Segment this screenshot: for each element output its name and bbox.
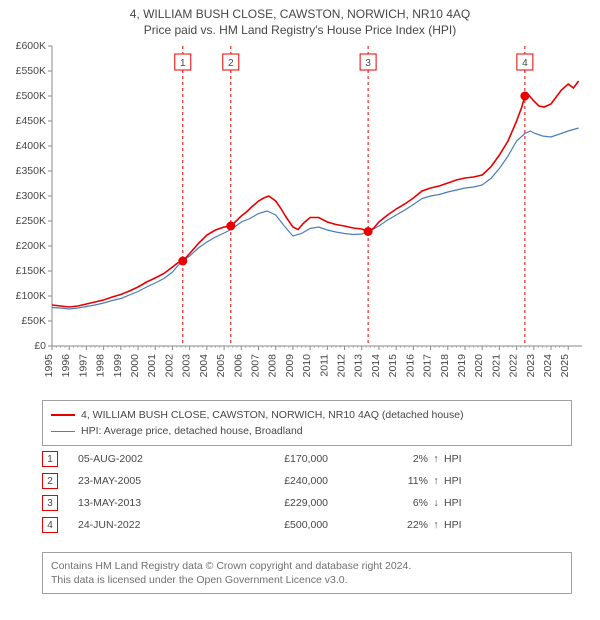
sale-hpi-label: HPI (444, 453, 484, 465)
footer-attribution: Contains HM Land Registry data © Crown c… (42, 552, 572, 594)
svg-text:1996: 1996 (60, 354, 72, 378)
legend-swatch (51, 431, 75, 432)
svg-text:1997: 1997 (77, 354, 89, 378)
sale-arrow-icon: ↑ (428, 519, 444, 531)
sales-table: 105-AUG-2002£170,0002%↑HPI223-MAY-2005£2… (42, 448, 572, 536)
svg-text:£100K: £100K (16, 290, 46, 302)
svg-text:2015: 2015 (387, 354, 399, 378)
legend: 4, WILLIAM BUSH CLOSE, CAWSTON, NORWICH,… (42, 400, 572, 446)
sale-number-box: 4 (42, 517, 58, 533)
sale-number-box: 2 (42, 473, 58, 489)
svg-text:£550K: £550K (16, 65, 46, 77)
sale-hpi-label: HPI (444, 497, 484, 509)
svg-text:2022: 2022 (508, 354, 520, 378)
svg-text:£500K: £500K (16, 90, 46, 102)
svg-text:2002: 2002 (163, 354, 175, 378)
svg-text:2: 2 (228, 58, 234, 69)
svg-text:£50K: £50K (21, 315, 46, 327)
svg-text:1995: 1995 (43, 354, 55, 378)
sale-date: 13-MAY-2013 (78, 497, 228, 509)
sale-number-box: 1 (42, 451, 58, 467)
svg-text:2005: 2005 (215, 354, 227, 378)
svg-text:2018: 2018 (439, 354, 451, 378)
legend-swatch (51, 414, 75, 416)
svg-text:2021: 2021 (490, 354, 502, 378)
svg-text:2019: 2019 (456, 354, 468, 378)
legend-label: HPI: Average price, detached house, Broa… (81, 425, 303, 437)
svg-text:£400K: £400K (16, 140, 46, 152)
svg-text:1999: 1999 (112, 354, 124, 378)
svg-text:£250K: £250K (16, 215, 46, 227)
sale-price: £229,000 (228, 497, 368, 509)
svg-text:2007: 2007 (249, 354, 261, 378)
chart-title: 4, WILLIAM BUSH CLOSE, CAWSTON, NORWICH,… (0, 0, 600, 38)
svg-text:3: 3 (365, 58, 371, 69)
sale-arrow-icon: ↓ (428, 497, 444, 509)
legend-label: 4, WILLIAM BUSH CLOSE, CAWSTON, NORWICH,… (81, 409, 464, 421)
svg-text:2009: 2009 (284, 354, 296, 378)
sale-delta: 22% (368, 519, 428, 531)
svg-text:1998: 1998 (95, 354, 107, 378)
chart-area: £0 £50K £100K £150K £200K £250K £300K £350K £400… (0, 40, 600, 390)
sale-row: 1 05-AUG-2002£170,0002%↑HPI (42, 448, 572, 470)
svg-text:2024: 2024 (542, 354, 554, 378)
sale-price: £500,000 (228, 519, 368, 531)
sale-delta: 2% (368, 453, 428, 465)
sale-row: 3 13-MAY-2013£229,0006%↓HPI (42, 492, 572, 514)
svg-text:2023: 2023 (525, 354, 537, 378)
svg-text:2001: 2001 (146, 354, 158, 378)
sale-delta: 6% (368, 497, 428, 509)
svg-text:2004: 2004 (198, 354, 210, 378)
sale-hpi-label: HPI (444, 519, 484, 531)
sale-price: £240,000 (228, 475, 368, 487)
title-line1: 4, WILLIAM BUSH CLOSE, CAWSTON, NORWICH,… (0, 6, 600, 22)
title-line2: Price paid vs. HM Land Registry's House … (0, 22, 600, 38)
svg-text:£150K: £150K (16, 265, 46, 277)
svg-text:2020: 2020 (473, 354, 485, 378)
sale-date: 23-MAY-2005 (78, 475, 228, 487)
svg-text:2008: 2008 (267, 354, 279, 378)
svg-text:£350K: £350K (16, 165, 46, 177)
sale-date: 24-JUN-2022 (78, 519, 228, 531)
sale-date: 05-AUG-2002 (78, 453, 228, 465)
svg-text:2003: 2003 (181, 354, 193, 378)
footer-line2: This data is licensed under the Open Gov… (51, 573, 563, 587)
svg-text:2006: 2006 (232, 354, 244, 378)
sale-number-box: 3 (42, 495, 58, 511)
sale-arrow-icon: ↑ (428, 453, 444, 465)
svg-text:2000: 2000 (129, 354, 141, 378)
svg-text:2014: 2014 (370, 354, 382, 378)
sale-row: 2 23-MAY-2005£240,00011%↑HPI (42, 470, 572, 492)
sale-arrow-icon: ↑ (428, 475, 444, 487)
svg-text:1: 1 (180, 58, 186, 69)
svg-text:2025: 2025 (559, 354, 571, 378)
svg-text:£200K: £200K (16, 240, 46, 252)
svg-text:£600K: £600K (16, 40, 46, 52)
sale-hpi-label: HPI (444, 475, 484, 487)
footer-line1: Contains HM Land Registry data © Crown c… (51, 559, 563, 573)
sale-row: 4 24-JUN-2022£500,00022%↑HPI (42, 514, 572, 536)
svg-text:£0: £0 (34, 340, 46, 352)
legend-row: HPI: Average price, detached house, Broa… (51, 423, 563, 439)
svg-text:2011: 2011 (318, 354, 330, 377)
sale-price: £170,000 (228, 453, 368, 465)
svg-text:2010: 2010 (301, 354, 313, 378)
svg-text:£300K: £300K (16, 190, 46, 202)
svg-text:£450K: £450K (16, 115, 46, 127)
svg-text:2016: 2016 (404, 354, 416, 378)
svg-text:4: 4 (522, 58, 528, 69)
svg-text:2013: 2013 (353, 354, 365, 378)
legend-row: 4, WILLIAM BUSH CLOSE, CAWSTON, NORWICH,… (51, 407, 563, 423)
sale-delta: 11% (368, 475, 428, 487)
svg-text:2017: 2017 (422, 354, 434, 378)
svg-text:2012: 2012 (336, 354, 348, 378)
